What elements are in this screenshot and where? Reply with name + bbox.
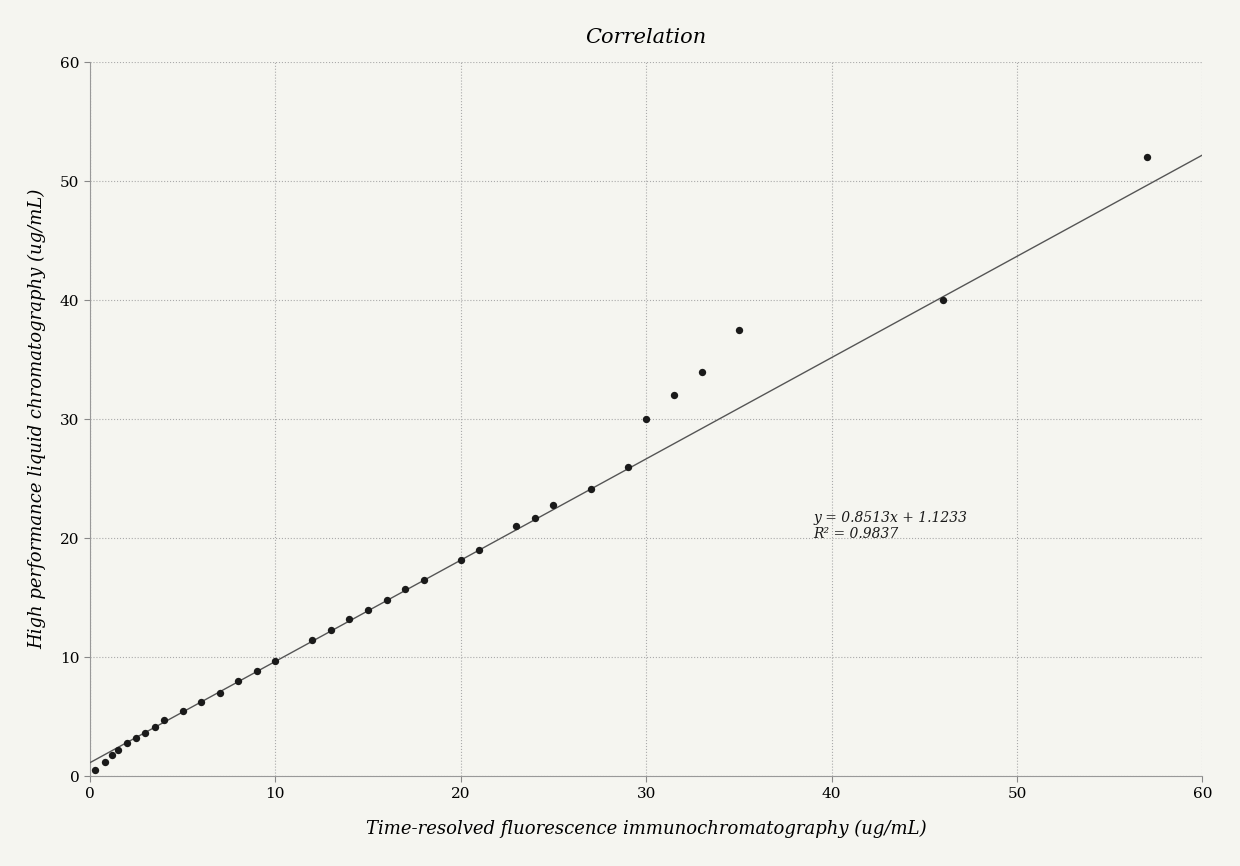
Point	[321, 623, 341, 637]
Point	[247, 664, 267, 678]
Point	[228, 674, 248, 688]
Text: y = 0.8513x + 1.1233
R² = 0.9837: y = 0.8513x + 1.1233 R² = 0.9837	[813, 511, 967, 541]
Point	[303, 634, 322, 648]
Point	[265, 654, 285, 668]
Point	[145, 721, 165, 734]
Point	[636, 412, 656, 426]
Point	[191, 695, 211, 709]
Point	[172, 704, 192, 718]
Point	[692, 365, 712, 378]
Point	[665, 389, 684, 403]
Point	[154, 714, 174, 727]
Point	[469, 543, 489, 557]
Point	[451, 553, 471, 566]
Point	[102, 747, 122, 761]
Point	[210, 686, 229, 700]
Point	[525, 511, 544, 525]
Point	[618, 460, 637, 474]
Point	[108, 743, 128, 757]
Point	[506, 520, 526, 533]
Point	[377, 593, 397, 607]
X-axis label: Time-resolved fluorescence immunochromatography (ug/mL): Time-resolved fluorescence immunochromat…	[366, 820, 926, 838]
Point	[932, 294, 952, 307]
Point	[340, 612, 360, 626]
Point	[543, 498, 563, 512]
Point	[358, 603, 378, 617]
Point	[126, 731, 146, 745]
Y-axis label: High performance liquid chromatography (ug/mL): High performance liquid chromatography (…	[27, 189, 46, 650]
Title: Correlation: Correlation	[585, 28, 707, 47]
Point	[729, 323, 749, 337]
Point	[396, 582, 415, 596]
Point	[414, 573, 434, 587]
Point	[1137, 151, 1157, 165]
Point	[117, 736, 136, 750]
Point	[86, 763, 105, 777]
Point	[135, 727, 155, 740]
Point	[94, 755, 114, 769]
Point	[580, 482, 600, 496]
